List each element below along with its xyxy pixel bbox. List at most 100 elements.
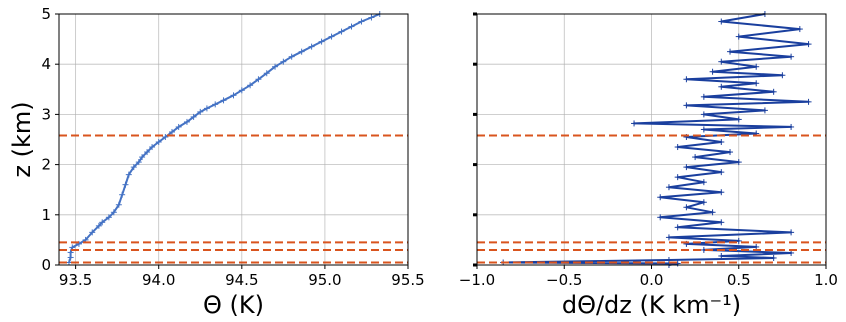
data-point <box>348 23 355 30</box>
data-point <box>718 58 725 65</box>
data-point <box>115 201 122 208</box>
data-point <box>169 128 176 135</box>
data-point <box>155 139 162 146</box>
data-point <box>761 107 768 114</box>
data-point <box>89 229 96 236</box>
data-point <box>203 105 210 112</box>
data-point <box>805 98 812 105</box>
series-line <box>68 13 381 263</box>
data-point <box>67 254 74 261</box>
data-point <box>119 191 126 198</box>
data-point <box>735 237 742 244</box>
data-point <box>197 108 204 115</box>
data-point <box>135 159 142 166</box>
data-point <box>718 139 725 146</box>
data-point <box>674 174 681 181</box>
plot-frame <box>58 13 409 266</box>
data-point <box>175 123 182 130</box>
data-point <box>162 133 169 140</box>
data-point <box>683 102 690 109</box>
data-point <box>753 243 760 250</box>
data-point <box>67 249 74 256</box>
data-point <box>358 18 365 25</box>
data-point <box>727 48 734 55</box>
data-point <box>709 68 716 75</box>
y-tick-label: 1 <box>41 206 51 224</box>
data-point <box>238 87 245 94</box>
y-axis-label: z (km) <box>8 101 36 177</box>
data-point <box>110 209 117 216</box>
data-point <box>788 123 795 130</box>
data-point <box>212 101 219 108</box>
x-axis-label: dΘ/dz (K km⁻¹) <box>562 291 741 319</box>
data-point <box>709 209 716 216</box>
x-axis-label: Θ (K) <box>203 291 264 319</box>
data-point <box>718 18 725 25</box>
data-point <box>130 164 137 171</box>
data-point <box>735 159 742 166</box>
data-point <box>99 219 106 226</box>
data-point <box>788 53 795 60</box>
data-point <box>183 118 190 125</box>
data-point <box>308 43 315 50</box>
data-point <box>144 149 151 156</box>
data-point <box>665 184 672 191</box>
data-point <box>368 14 375 21</box>
data-point <box>298 48 305 55</box>
data-point <box>247 82 254 89</box>
data-point <box>149 144 156 151</box>
x-tick-label: −1.0 <box>459 271 495 289</box>
data-point <box>770 254 777 261</box>
data-point <box>718 169 725 176</box>
x-tick-label: 94.0 <box>142 271 175 289</box>
series-line <box>502 13 810 266</box>
data-point <box>328 33 335 40</box>
data-point <box>288 53 295 60</box>
data-point <box>280 58 287 65</box>
x-tick-label: −0.5 <box>546 271 582 289</box>
data-point <box>796 26 803 33</box>
data-point <box>139 154 146 161</box>
data-point <box>718 252 725 259</box>
x-tick-label: 95.5 <box>391 271 424 289</box>
data-point <box>674 260 681 267</box>
y-tick-label: 2 <box>41 156 51 174</box>
data-point <box>657 194 664 201</box>
data-point <box>700 93 707 100</box>
x-tick-label: 93.5 <box>59 271 92 289</box>
y-tick-label: 5 <box>41 5 51 23</box>
data-point <box>735 33 742 40</box>
data-point <box>683 164 690 171</box>
data-point <box>700 179 707 186</box>
y-tick-label: 4 <box>41 55 51 73</box>
data-point <box>700 111 707 118</box>
data-point <box>263 70 270 77</box>
right-panel: −1.0 −0.5 0.0 0.5 1.0 dΘ/dz (K km⁻¹) <box>459 11 838 319</box>
data-point <box>220 97 227 104</box>
data-point <box>718 219 725 226</box>
data-point <box>318 38 325 45</box>
data-point <box>788 249 795 256</box>
data-point <box>718 189 725 196</box>
data-point <box>255 76 262 83</box>
data-point <box>700 126 707 133</box>
data-point <box>125 171 132 178</box>
data-point <box>727 149 734 156</box>
data-point <box>805 41 812 48</box>
data-point <box>338 28 345 35</box>
data-point <box>735 116 742 123</box>
data-point <box>272 63 279 70</box>
data-point <box>779 72 786 79</box>
data-point <box>190 113 197 120</box>
data-point <box>753 80 760 87</box>
data-point <box>753 63 760 70</box>
x-tick-label: 95.0 <box>308 271 341 289</box>
x-tick-label: 94.5 <box>225 271 258 289</box>
data-point <box>631 120 638 127</box>
data-point <box>665 234 672 241</box>
x-tick-label: 1.0 <box>814 271 838 289</box>
data-point <box>770 88 777 95</box>
data-point <box>657 214 664 221</box>
x-tick-label: 0.0 <box>640 271 664 289</box>
